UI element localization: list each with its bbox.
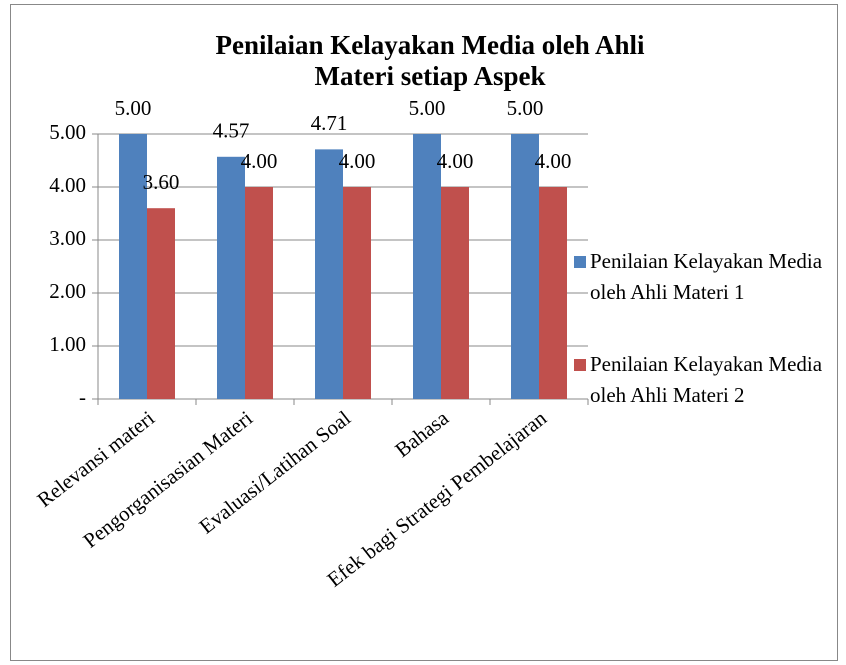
bar [245, 187, 273, 399]
legend-swatch [574, 359, 586, 371]
y-tick-label: - [79, 385, 86, 409]
bar [413, 134, 441, 399]
bar [539, 187, 567, 399]
data-label: 5.00 [507, 96, 544, 120]
y-tick-label: 4.00 [49, 173, 86, 197]
y-tick-label: 3.00 [49, 226, 86, 250]
bar [315, 149, 343, 399]
data-label: 4.00 [241, 149, 278, 173]
legend-swatch [574, 256, 586, 268]
y-tick-label: 5.00 [49, 120, 86, 144]
bar [441, 187, 469, 399]
data-label: 4.71 [311, 111, 348, 135]
y-tick-label: 2.00 [49, 279, 86, 303]
x-tick-label: Bahasa [390, 405, 453, 462]
legend-label: Penilaian Kelayakan Media oleh Ahli Mate… [590, 352, 823, 407]
data-label: 4.00 [437, 149, 474, 173]
data-label: 5.00 [409, 96, 446, 120]
bar [217, 156, 245, 399]
x-tick-label: Pengorganisasian Materi [78, 406, 257, 553]
legend-label: Penilaian Kelayakan Media oleh Ahli Mate… [590, 249, 823, 304]
y-tick-label: 1.00 [49, 332, 86, 356]
data-label: 4.00 [339, 149, 376, 173]
chart-title: Penilaian Kelayakan Media oleh Ahli Mate… [215, 30, 645, 91]
data-label: 4.57 [213, 119, 250, 143]
data-label: 5.00 [115, 96, 152, 120]
chart-frame [10, 4, 838, 661]
data-label: 3.60 [143, 170, 180, 194]
bar [119, 134, 147, 399]
bar [147, 208, 175, 399]
bar [343, 187, 371, 399]
bar [511, 134, 539, 399]
data-label: 4.00 [535, 149, 572, 173]
